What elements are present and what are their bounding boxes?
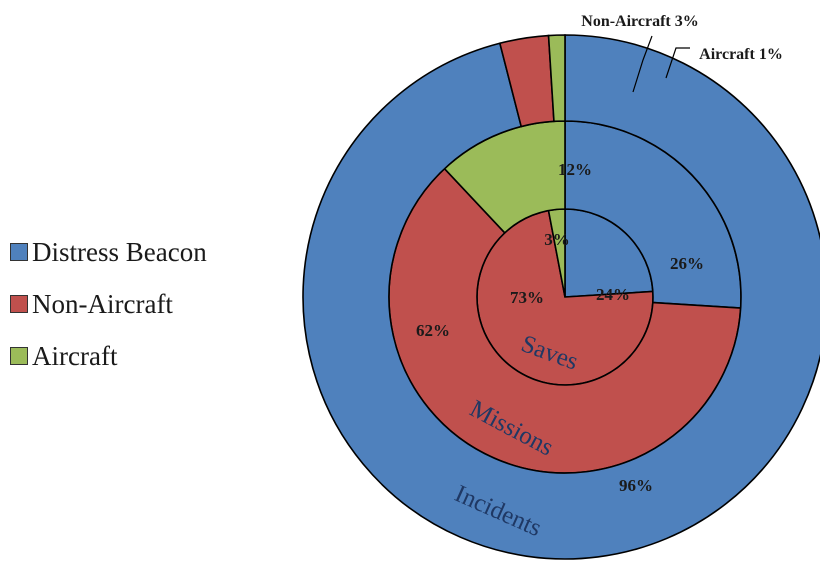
missions-distress-label: 26% <box>670 254 704 273</box>
legend: Distress Beacon Non-Aircraft Aircraft <box>10 226 207 382</box>
missions-nonaircraft-label: 62% <box>416 321 450 340</box>
incidents-aircraft-slice <box>547 34 566 123</box>
legend-label: Distress Beacon <box>32 236 207 267</box>
legend-swatch-non-aircraft <box>10 295 28 313</box>
chart-slices <box>302 34 820 560</box>
legend-swatch-distress-beacon <box>10 243 28 261</box>
label-leader-lines <box>632 35 690 93</box>
incidents-distress-beacon-slice <box>302 34 820 560</box>
leader-line-nonaircraft <box>632 35 653 93</box>
legend-item-non-aircraft: Non-Aircraft <box>10 278 207 330</box>
leader-line-aircraft <box>665 47 690 79</box>
saves-aircraft-label: 3% <box>544 230 570 249</box>
incidents-nonaircraft-label: Non-Aircraft 3% <box>581 13 698 30</box>
legend-label: Non-Aircraft <box>32 288 173 319</box>
legend-label: Aircraft <box>32 340 118 371</box>
legend-swatch-aircraft <box>10 347 28 365</box>
legend-item-aircraft: Aircraft <box>10 330 207 382</box>
missions-aircraft-label: 12% <box>558 160 592 179</box>
saves-distress-label: 24% <box>596 285 630 304</box>
legend-item-distress-beacon: Distress Beacon <box>10 226 207 278</box>
saves-nonaircraft-label: 73% <box>510 288 544 307</box>
incidents-distress-label: 96% <box>619 476 653 495</box>
incidents-aircraft-label: Aircraft 1% <box>699 46 783 63</box>
